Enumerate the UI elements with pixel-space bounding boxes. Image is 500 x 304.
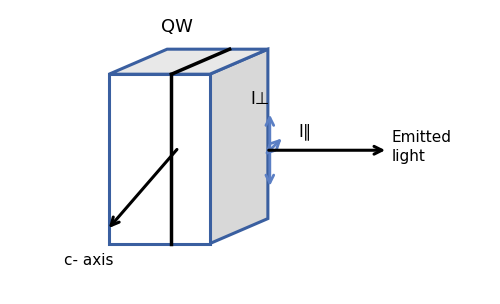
Polygon shape [210, 49, 268, 244]
Text: QW: QW [161, 18, 193, 36]
Text: I⊥: I⊥ [250, 90, 270, 108]
Text: c- axis: c- axis [64, 253, 114, 268]
Polygon shape [109, 74, 210, 244]
Polygon shape [109, 49, 268, 74]
Text: I∥: I∥ [299, 122, 312, 140]
Text: Emitted
light: Emitted light [392, 130, 452, 164]
